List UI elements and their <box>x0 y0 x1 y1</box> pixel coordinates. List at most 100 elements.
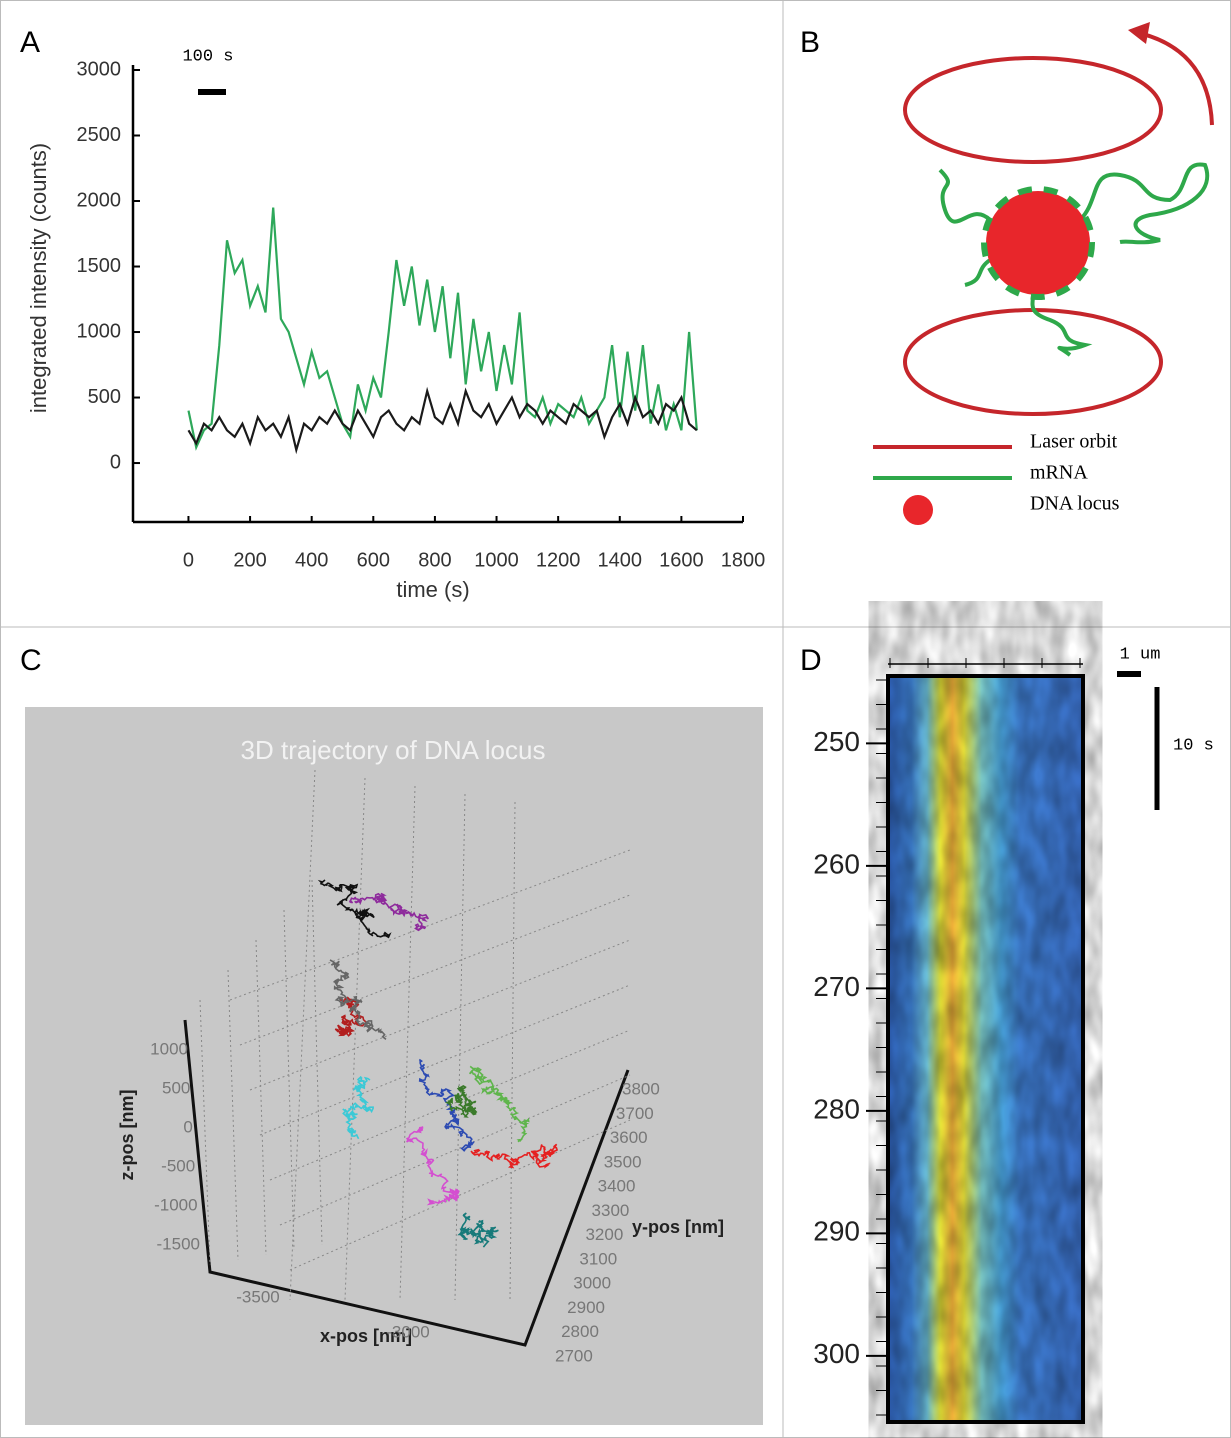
grid-line <box>249 939 631 1091</box>
z-tick-label: -1500 <box>157 1234 200 1253</box>
y-tick-label: 3300 <box>592 1201 630 1220</box>
y-tick-label: 290 <box>813 1216 860 1247</box>
rotation-arrow <box>1134 30 1214 126</box>
trajectory <box>317 879 392 939</box>
panel-a: 100 s integrated intensity (counts) time… <box>26 47 765 601</box>
y-tick-label: 3100 <box>579 1249 617 1268</box>
laser-orbit <box>903 56 1163 164</box>
z-tick-label: -500 <box>161 1156 195 1175</box>
z-tick-label: 0 <box>183 1117 192 1136</box>
trajectory <box>457 1212 499 1248</box>
mrna <box>938 162 1209 357</box>
x-tick-label: 1200 <box>536 549 581 571</box>
x-tick-label: 400 <box>295 549 328 571</box>
grid-line <box>259 984 631 1136</box>
y-tick-label: 250 <box>813 726 860 757</box>
y-tick-label: 300 <box>813 1338 860 1369</box>
z-tick-label: -1000 <box>154 1195 197 1214</box>
trajectory <box>418 1058 475 1152</box>
trajectory <box>329 959 387 1040</box>
grid-line <box>399 785 416 1301</box>
trajectory <box>405 1126 460 1206</box>
x-tick-label: 1800 <box>721 549 766 571</box>
panel-label: C <box>20 644 42 677</box>
x-tick-label: 600 <box>357 549 390 571</box>
y-tick-label: 280 <box>813 1093 860 1124</box>
trajectory <box>348 892 429 932</box>
x-tick-label: 200 <box>233 549 266 571</box>
panel-label: B <box>800 26 820 59</box>
y-tick-label: 3500 <box>604 1152 642 1171</box>
y-tick-label: 2800 <box>561 1322 599 1341</box>
y-tick-label: 3000 <box>573 1274 611 1293</box>
laser-orbit <box>903 308 1163 416</box>
dna-locus <box>986 191 1090 295</box>
trajectory <box>470 1143 559 1169</box>
z-tick-label: 1000 <box>150 1039 188 1058</box>
legend-label: mRNA <box>1030 462 1088 484</box>
y-tick-label: 2900 <box>567 1298 605 1317</box>
y-tick-label: 260 <box>813 848 860 879</box>
arrowhead <box>1128 22 1150 44</box>
legend-dot <box>903 495 933 525</box>
x-tick-label: 1600 <box>659 549 704 571</box>
panel-label: A <box>20 26 40 59</box>
x-tick-label: 1000 <box>474 549 519 571</box>
grid-line <box>289 769 316 1301</box>
trajectory <box>468 1065 530 1143</box>
legend-label: Laser orbit <box>1030 431 1118 453</box>
x-tick-label: 0 <box>183 549 194 571</box>
y-tick-label: 1500 <box>77 255 122 277</box>
panel-c: 3D trajectory of DNA locus z-pos [nm] y-… <box>25 707 763 1425</box>
scale-label: 100 s <box>182 47 233 66</box>
z-tick-label: 500 <box>162 1078 190 1097</box>
y-tick-label: 3600 <box>610 1128 648 1147</box>
y-tick-label: 2700 <box>555 1346 593 1365</box>
y-axis-label: y-pos [nm] <box>632 1217 724 1237</box>
y-tick-label: 3700 <box>616 1104 654 1123</box>
y-tick-label: 0 <box>110 451 121 473</box>
grid-line <box>454 793 466 1301</box>
kymograph-texture <box>888 676 1083 1422</box>
y-tick-label: 2500 <box>77 124 122 146</box>
series-line <box>187 207 698 451</box>
grid-line <box>229 849 631 1001</box>
grid-line <box>509 801 516 1301</box>
scale-bar <box>198 89 226 95</box>
kymograph-frame <box>886 674 1085 1424</box>
grid-line <box>344 777 366 1301</box>
plot-title: 3D trajectory of DNA locus <box>241 735 546 765</box>
grid-line <box>279 1074 631 1226</box>
x-axis-label: time (s) <box>396 577 469 602</box>
series-line <box>187 386 698 455</box>
grid-line <box>311 879 323 1246</box>
z-axis-label: z-pos [nm] <box>117 1090 137 1181</box>
grid-line <box>227 969 239 1261</box>
panel-d: 1 um 10 s 250 260 270 280 290 300 <box>813 645 1214 1424</box>
x-tick-label: -3000 <box>386 1322 429 1341</box>
y-tick-label: 500 <box>88 386 121 408</box>
trajectory <box>342 1075 374 1140</box>
x-tick-label: -3500 <box>236 1287 279 1306</box>
y-tick-label: 1000 <box>77 320 122 342</box>
scale-label: 10 s <box>1173 736 1214 755</box>
y-tick-label: 2000 <box>77 189 122 211</box>
y-tick-label: 270 <box>813 971 860 1002</box>
trajectory <box>444 1084 478 1118</box>
grid-line <box>199 999 211 1266</box>
y-tick-label: 3200 <box>585 1225 623 1244</box>
y-tick-label: 3000 <box>77 58 122 80</box>
y-tick-label: 3400 <box>598 1177 636 1196</box>
scale-label: 1 um <box>1120 645 1161 664</box>
y-axis-label: integrated intensity (counts) <box>26 143 51 413</box>
mrna-ring <box>981 186 1095 300</box>
panel-label: D <box>800 644 822 677</box>
axis-frame <box>183 1019 630 1347</box>
grid-line <box>289 1119 631 1271</box>
x-tick-label: 1400 <box>598 549 643 571</box>
plot-background <box>25 707 763 1425</box>
panel-b: Laser orbit mRNA DNA locus <box>873 22 1214 525</box>
scale-bar <box>1117 671 1141 677</box>
x-axis-label: x-pos [nm] <box>320 1326 412 1346</box>
